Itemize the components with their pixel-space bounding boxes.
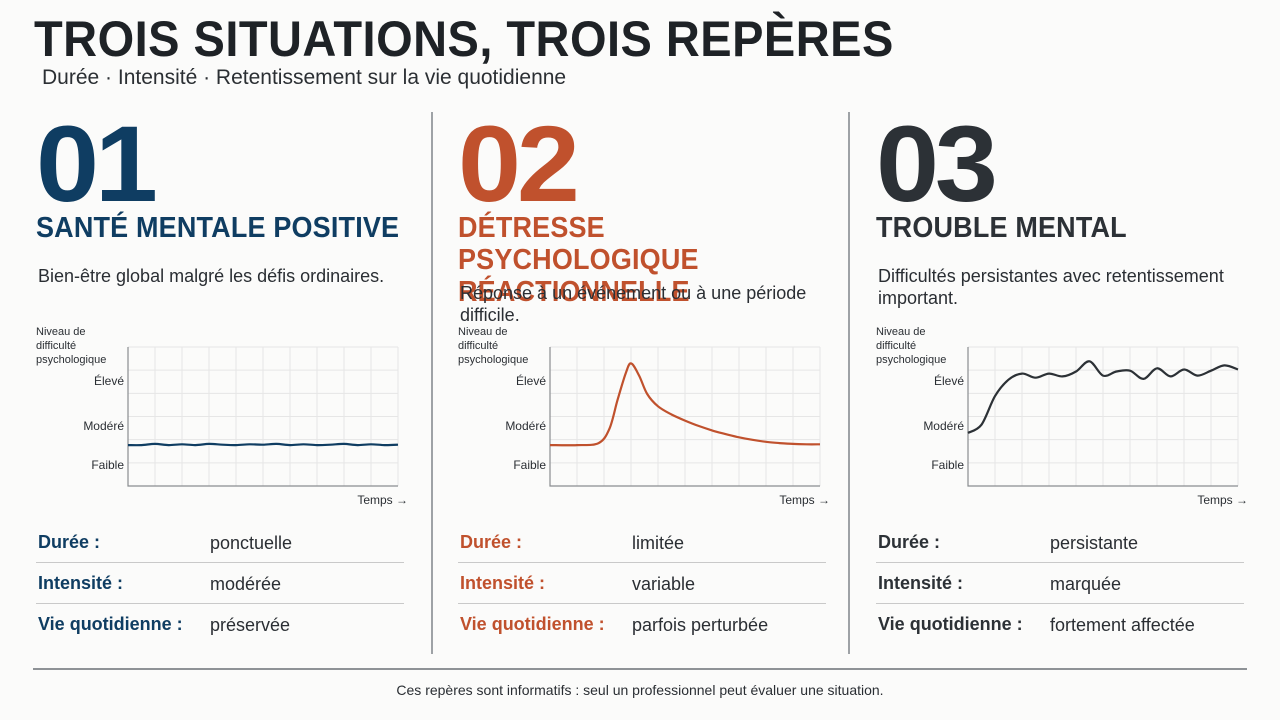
- y-axis-title: Niveau de difficulté psychologique: [876, 326, 947, 366]
- situation-number: 01: [36, 103, 158, 224]
- x-axis-label: Temps →: [1197, 493, 1248, 507]
- criteria-row: Vie quotidienne : fortement affectée: [876, 604, 1244, 644]
- page-title: TROIS SITUATIONS, TROIS REPÈRES: [34, 11, 894, 67]
- criteria-row: Vie quotidienne : parfois perturbée: [458, 604, 826, 644]
- chart-plot: [549, 346, 821, 487]
- difficulty-chart: Niveau de difficulté psychologique Élevé…: [458, 325, 838, 510]
- situation-heading: SANTÉ MENTALE POSITIVE: [36, 212, 400, 244]
- difficulty-chart: Niveau de difficulté psychologique Élevé…: [36, 325, 416, 510]
- y-tick-label: Élevé: [933, 374, 964, 388]
- y-tick-label: Modéré: [83, 419, 124, 433]
- criteria-value: fortement affectée: [1050, 615, 1195, 635]
- criteria-row: Intensité : modérée: [36, 563, 404, 604]
- y-tick-label: Faible: [91, 458, 124, 472]
- criteria-label: Durée :: [460, 532, 523, 552]
- series-line: [549, 362, 821, 447]
- criteria-label: Vie quotidienne :: [38, 614, 183, 634]
- situation-heading: TROUBLE MENTAL: [876, 212, 1127, 244]
- criteria-label: Vie quotidienne :: [460, 614, 605, 634]
- y-axis-title: Niveau de difficulté psychologique: [36, 326, 107, 366]
- criteria-value: modérée: [210, 574, 282, 594]
- situation-column-3: 03 TROUBLE MENTAL Difficultés persistant…: [876, 110, 1256, 655]
- criteria-label: Vie quotidienne :: [878, 614, 1023, 634]
- column-divider: [848, 112, 850, 654]
- criteria-row: Intensité : variable: [458, 563, 826, 604]
- criteria-label: Intensité :: [460, 573, 546, 593]
- criteria-row: Durée : persistante: [876, 522, 1244, 563]
- criteria-value: limitée: [632, 533, 685, 553]
- chart-plot: [967, 346, 1239, 487]
- chart-axes: [549, 347, 820, 487]
- y-axis-title: Niveau de difficulté psychologique: [458, 326, 529, 366]
- column-divider: [431, 112, 433, 654]
- criteria-value: marquée: [1050, 574, 1122, 594]
- chart-axes: [967, 347, 1238, 487]
- situation-number: 03: [876, 103, 998, 224]
- situation-heading: DÉTRESSE PSYCHOLOGIQUE RÉACTIONNELLE: [458, 212, 699, 308]
- y-tick-label: Faible: [513, 458, 546, 472]
- situation-column-2: 02 DÉTRESSE PSYCHOLOGIQUE RÉACTIONNELLE …: [458, 110, 838, 655]
- situation-column-1: 01 SANTÉ MENTALE POSITIVE Bien-être glob…: [36, 110, 416, 655]
- x-axis-label: Temps →: [779, 493, 830, 507]
- criteria-value: parfois perturbée: [632, 615, 769, 635]
- criteria-label: Intensité :: [38, 573, 124, 593]
- x-axis-label: Temps →: [357, 493, 408, 507]
- footer-divider: [33, 668, 1247, 670]
- y-tick-label: Élevé: [515, 374, 546, 388]
- criteria-label: Durée :: [878, 532, 941, 552]
- page-subtitle: Durée · Intensité · Retentissement sur l…: [42, 66, 567, 89]
- series-line: [127, 442, 399, 447]
- criteria-value: variable: [632, 574, 696, 594]
- criteria-row: Intensité : marquée: [876, 563, 1244, 604]
- criteria-value: persistante: [1050, 533, 1139, 553]
- series-line: [967, 360, 1239, 434]
- footer-note: Ces repères sont informatifs : seul un p…: [396, 682, 884, 698]
- y-tick-label: Élevé: [93, 374, 124, 388]
- situation-number: 02: [458, 103, 580, 224]
- criteria-value: préservée: [210, 615, 291, 635]
- criteria-row: Durée : ponctuelle: [36, 522, 404, 563]
- criteria-row: Durée : limitée: [458, 522, 826, 563]
- situation-description: Difficultés persistantes avec retentisse…: [878, 266, 1224, 308]
- criteria-list: Durée : persistante Intensité : marquée …: [876, 522, 1244, 644]
- situation-description: Bien-être global malgré les défis ordina…: [38, 266, 385, 286]
- chart-axes: [127, 347, 398, 487]
- criteria-list: Durée : limitée Intensité : variable Vie…: [458, 522, 826, 644]
- criteria-list: Durée : ponctuelle Intensité : modérée V…: [36, 522, 404, 644]
- criteria-label: Durée :: [38, 532, 101, 552]
- criteria-label: Intensité :: [878, 573, 964, 593]
- chart-plot: [127, 346, 399, 487]
- situation-description: Réponse à un événement ou à une période …: [460, 283, 807, 325]
- y-tick-label: Modéré: [505, 419, 546, 433]
- criteria-value: ponctuelle: [210, 533, 293, 553]
- criteria-row: Vie quotidienne : préservée: [36, 604, 404, 644]
- y-tick-label: Modéré: [923, 419, 964, 433]
- difficulty-chart: Niveau de difficulté psychologique Élevé…: [876, 325, 1256, 510]
- y-tick-label: Faible: [931, 458, 964, 472]
